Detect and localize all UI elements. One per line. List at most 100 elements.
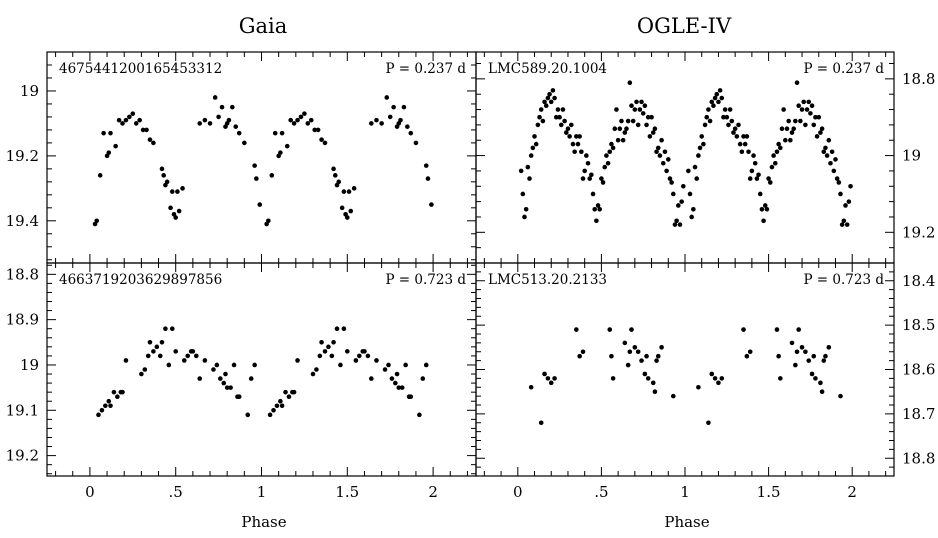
- data-point: [762, 203, 768, 208]
- data-point: [635, 122, 641, 128]
- data-point: [669, 180, 674, 185]
- data-point: [707, 118, 713, 124]
- data-point: [345, 349, 350, 354]
- data-point: [659, 345, 664, 350]
- data-point: [369, 121, 374, 126]
- x-axis-title-right: Phase: [664, 513, 709, 531]
- data-point: [789, 130, 795, 135]
- data-point: [231, 362, 237, 368]
- data-point: [538, 107, 544, 112]
- data-point: [627, 80, 633, 85]
- data-point: [527, 176, 532, 181]
- data-point: [808, 111, 813, 116]
- data-point: [650, 380, 656, 386]
- data-point: [103, 403, 108, 409]
- y-tick-label: 19.1: [6, 401, 39, 419]
- data-point: [774, 327, 780, 332]
- data-point: [248, 376, 254, 381]
- data-point: [582, 168, 587, 174]
- data-point: [716, 380, 721, 386]
- data-point: [622, 130, 628, 135]
- data-point: [642, 103, 648, 109]
- data-point: [577, 134, 582, 139]
- data-point: [113, 143, 118, 149]
- data-point: [783, 137, 788, 143]
- data-point: [764, 206, 770, 212]
- data-point: [286, 394, 292, 399]
- data-point: [757, 191, 763, 197]
- data-point: [811, 353, 817, 359]
- data-point: [151, 140, 156, 146]
- data-point: [161, 173, 166, 178]
- data-point: [645, 114, 651, 120]
- data-point: [729, 118, 735, 124]
- data-point: [279, 130, 285, 136]
- data-point: [819, 126, 825, 132]
- data-point: [115, 394, 120, 399]
- data-point: [662, 149, 668, 155]
- data-point: [615, 137, 621, 143]
- data-point: [393, 380, 398, 386]
- data-point: [722, 107, 728, 112]
- data-point: [221, 380, 227, 386]
- data-point: [649, 114, 654, 120]
- x-tick-label: 1.5: [335, 483, 359, 501]
- data-point: [338, 362, 343, 368]
- data-point: [655, 145, 661, 151]
- data-point: [674, 218, 679, 224]
- data-point: [226, 117, 232, 123]
- data-point: [111, 389, 117, 395]
- data-point: [308, 117, 314, 123]
- data-point: [803, 122, 808, 128]
- data-point: [190, 349, 196, 354]
- data-point: [429, 202, 434, 207]
- data-point: [279, 403, 285, 409]
- data-point: [635, 349, 641, 355]
- column-title-ogle: OGLE-IV: [637, 14, 732, 38]
- data-point: [353, 358, 359, 363]
- data-point: [844, 222, 850, 227]
- data-point: [233, 124, 239, 129]
- data-point: [699, 134, 705, 139]
- data-point: [245, 412, 251, 418]
- data-point: [719, 376, 725, 381]
- data-point: [120, 389, 125, 395]
- data-point: [236, 394, 242, 399]
- data-point: [96, 412, 101, 418]
- data-point: [721, 114, 726, 120]
- data-point: [326, 344, 331, 350]
- data-point: [197, 376, 203, 381]
- data-point: [302, 111, 307, 116]
- data-point: [169, 189, 175, 194]
- data-point: [577, 353, 582, 359]
- data-point: [709, 371, 715, 377]
- data-point: [793, 118, 798, 124]
- data-point: [737, 141, 743, 147]
- data-point: [322, 140, 328, 146]
- data-point: [818, 380, 823, 386]
- data-point: [580, 349, 586, 355]
- data-point: [809, 103, 815, 109]
- data-point: [569, 122, 574, 128]
- data-point: [759, 206, 765, 212]
- data-point: [106, 398, 112, 404]
- data-point: [751, 153, 756, 158]
- x-tick-label: 0: [513, 483, 523, 501]
- data-point: [574, 134, 579, 139]
- data-point: [694, 176, 700, 181]
- data-point: [587, 176, 592, 181]
- data-point: [147, 137, 153, 142]
- column-title-gaia: Gaia: [239, 14, 288, 38]
- data-point: [712, 376, 718, 381]
- data-point: [288, 117, 293, 123]
- data-point: [625, 118, 631, 124]
- data-point: [803, 349, 808, 355]
- data-point: [116, 117, 122, 123]
- data-point: [772, 160, 778, 166]
- data-point: [774, 149, 780, 155]
- data-point: [565, 126, 571, 132]
- data-point: [706, 107, 711, 112]
- data-point: [794, 80, 800, 85]
- data-point: [654, 358, 659, 363]
- data-point: [545, 376, 551, 381]
